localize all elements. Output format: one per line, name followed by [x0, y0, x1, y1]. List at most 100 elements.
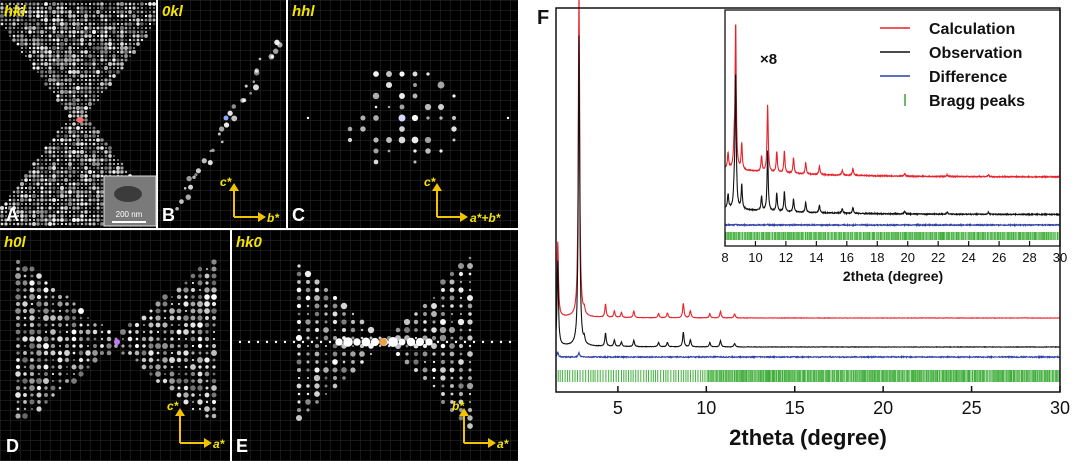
diffraction-spot: [100, 158, 104, 162]
diffraction-spot: [148, 343, 154, 349]
diffraction-spot: [25, 19, 27, 21]
diffraction-spot: [81, 71, 83, 73]
diffraction-spot: [413, 359, 419, 365]
diffraction-spot: [452, 94, 456, 98]
diffraction-spot: [88, 190, 92, 194]
diffraction-spot: [132, 6, 136, 10]
diffraction-spot: [120, 22, 124, 26]
diffraction-spot: [57, 91, 59, 93]
diffraction-spot: [40, 34, 44, 38]
diffraction-spot: [48, 10, 52, 14]
diffraction-spot: [4, 14, 8, 18]
diffraction-spot: [162, 343, 168, 349]
diffraction-spot: [296, 407, 302, 413]
diffraction-spot: [32, 38, 36, 42]
diffraction-spot: [12, 190, 16, 194]
diffraction-spot: [16, 260, 20, 264]
panel-d: c* a* h0l D: [0, 230, 230, 461]
diffraction-spot: [12, 206, 16, 210]
diffraction-spot: [176, 357, 182, 363]
diffraction-spot: [108, 150, 112, 154]
diffraction-spot: [5, 23, 7, 25]
diffraction-spot: [97, 15, 99, 17]
diffraction-spot: [15, 308, 21, 314]
diffraction-spot: [432, 296, 436, 300]
diffraction-spot: [36, 364, 42, 370]
diffraction-spot: [211, 343, 217, 349]
diffraction-spot: [64, 158, 68, 162]
diffraction-spot: [350, 327, 356, 333]
panel-d-title: h0l: [4, 234, 27, 251]
diffraction-spot: [72, 14, 76, 18]
diffraction-spot: [76, 66, 80, 70]
diffraction-spot: [132, 42, 136, 46]
diffraction-spot: [40, 38, 44, 42]
diffraction-spot: [64, 210, 68, 214]
diffraction-spot: [56, 150, 60, 154]
diffraction-spot: [32, 62, 36, 66]
diffraction-spot: [204, 287, 210, 293]
diffraction-spot: [40, 18, 44, 22]
diffraction-spot: [80, 38, 84, 42]
diffraction-spot: [116, 2, 120, 6]
diffraction-spot: [80, 106, 84, 110]
diffraction-spot: [24, 178, 28, 182]
diffraction-spot: [56, 62, 60, 66]
diffraction-spot: [481, 340, 485, 344]
diffraction-spot: [80, 186, 84, 190]
diffraction-spot: [86, 316, 90, 320]
diffraction-spot: [4, 222, 8, 226]
diffraction-spot: [68, 70, 72, 74]
diffraction-spot: [451, 115, 457, 121]
diffraction-spot: [183, 378, 189, 384]
diffraction-spot: [57, 315, 63, 321]
diffraction-spot: [60, 42, 64, 46]
diffraction-spot: [452, 138, 456, 142]
diffraction-spot: [80, 66, 84, 70]
diffraction-spot: [29, 378, 35, 384]
diffraction-spot: [64, 86, 68, 90]
diffraction-spot: [96, 178, 100, 182]
diffraction-spot: [22, 378, 28, 384]
legend-label-bragg: Bragg peaks: [929, 93, 1025, 110]
diffraction-spot: [73, 11, 75, 13]
diffraction-spot: [56, 50, 60, 54]
x-tick-label: 30: [1050, 398, 1070, 418]
diffraction-spot: [306, 336, 310, 340]
diffraction-spot: [16, 202, 20, 206]
diffraction-spot: [23, 330, 27, 334]
diffraction-spot: [108, 70, 112, 74]
diffraction-spot: [92, 74, 96, 78]
diffraction-spot: [52, 70, 56, 74]
diffraction-spot: [431, 327, 437, 333]
diffraction-spot: [101, 199, 103, 201]
diffraction-spot: [48, 46, 52, 50]
diffraction-spot: [12, 18, 16, 22]
diffraction-spot: [324, 320, 328, 324]
diffraction-spot: [56, 74, 60, 78]
diffraction-spot: [76, 214, 80, 218]
diffraction-spot: [88, 82, 92, 86]
diffraction-spot: [205, 414, 209, 418]
diffraction-spot: [96, 154, 100, 158]
diffraction-spot: [305, 295, 311, 301]
diffraction-spot: [135, 344, 139, 348]
diffraction-spot: [373, 148, 379, 154]
diffraction-spot: [114, 344, 118, 348]
diffraction-spot: [450, 408, 454, 412]
diffraction-spot: [295, 414, 303, 422]
diffraction-spot: [72, 74, 76, 78]
diffraction-spot: [52, 146, 56, 150]
diffraction-spot: [68, 2, 72, 6]
diffraction-spot: [205, 379, 209, 383]
diffraction-spot: [77, 95, 79, 97]
diffraction-spot: [65, 83, 67, 85]
diffraction-spot: [76, 210, 80, 214]
diffraction-spot: [441, 296, 445, 300]
diffraction-spot: [204, 336, 210, 342]
diffraction-spot: [45, 7, 47, 9]
diffraction-spot: [61, 55, 63, 57]
diffraction-spot: [191, 400, 195, 404]
bragg-peak-ticks: [555, 370, 1061, 382]
diffraction-spot: [120, 14, 124, 18]
